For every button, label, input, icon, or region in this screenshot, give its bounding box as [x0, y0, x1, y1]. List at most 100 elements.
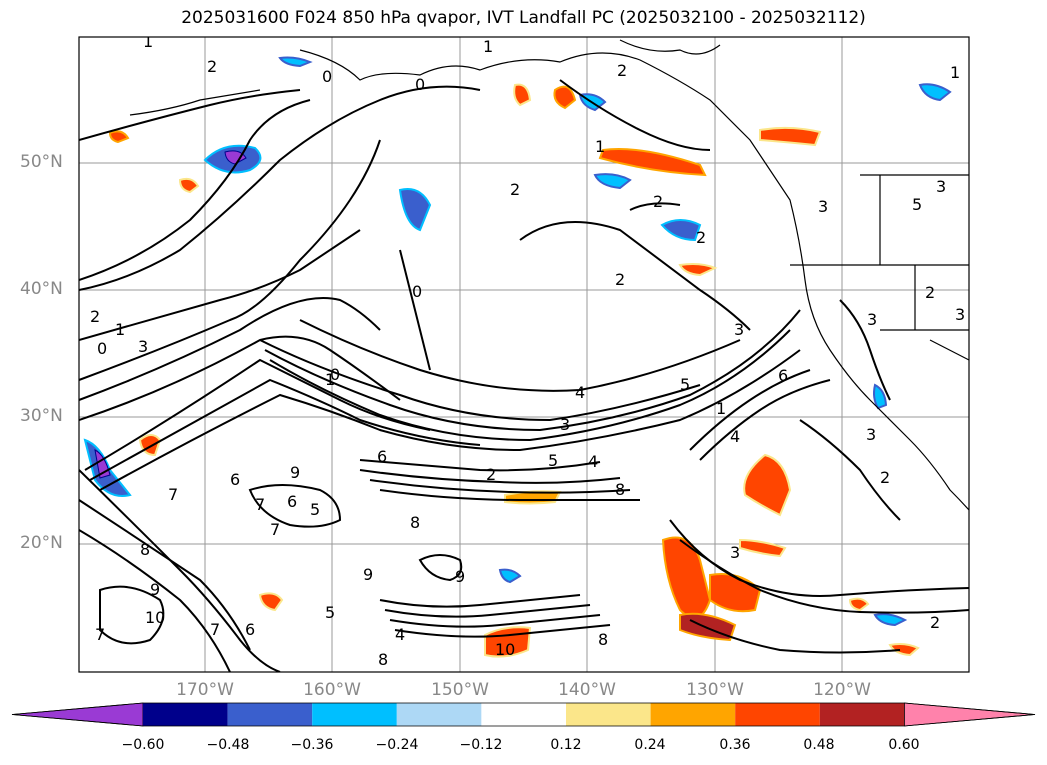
- contour-label: 7: [255, 495, 265, 514]
- contour-label: 2: [653, 192, 663, 211]
- contour-label: 8: [598, 630, 608, 649]
- contour-label: 5: [680, 375, 690, 394]
- colorbar-swatch: [396, 703, 482, 726]
- colorbar-swatch: [312, 703, 397, 726]
- colorbar-tick: 0.12: [550, 737, 582, 753]
- colorbar-swatch: [143, 703, 228, 726]
- contour-label: 7: [210, 620, 220, 639]
- lon-label: 170°W: [176, 680, 234, 700]
- colorbar-tick: −0.24: [375, 737, 419, 753]
- contour-label: 7: [270, 520, 280, 539]
- contour-label: 6: [245, 620, 255, 639]
- colorbar-tick: 0.24: [634, 737, 666, 753]
- contour-label: 8: [410, 513, 420, 532]
- contour-label: 8: [615, 480, 625, 499]
- contour-label: 3: [734, 320, 744, 339]
- contour-label: 4: [395, 625, 405, 644]
- contour-label: 3: [866, 425, 876, 444]
- lon-label: 120°W: [813, 680, 871, 700]
- colorbar-extend-low: [11, 702, 144, 727]
- contour-label: 6: [377, 447, 387, 466]
- contour-label: 4: [588, 452, 598, 471]
- contour-label: 1: [950, 63, 960, 82]
- contour-label-group: 1 2 0 1 0 2 2 1 0 2 1 2 3 5 3 3 0 1 2 3 …: [90, 32, 965, 669]
- contour-label: 9: [150, 580, 160, 599]
- contour-label: 7: [95, 625, 105, 644]
- contour-label: 7: [168, 485, 178, 504]
- lat-label: 20°N: [20, 533, 63, 553]
- contour-label: 0: [412, 282, 422, 301]
- contour-label: 0: [330, 365, 340, 384]
- lon-label: 160°W: [303, 680, 361, 700]
- contour-label: 3: [818, 197, 828, 216]
- contour-label: 3: [867, 310, 877, 329]
- colorbar-swatch: [735, 703, 820, 726]
- contour-label: 8: [140, 540, 150, 559]
- contour-label: 5: [548, 451, 558, 470]
- contour-label: 1: [716, 399, 726, 418]
- colorbar-tick: 0.48: [803, 737, 835, 753]
- map-title: 2025031600 F024 850 hPa qvapor, IVT Land…: [181, 8, 866, 28]
- contour-lines: [79, 79, 969, 672]
- contour-label: 0: [415, 75, 425, 94]
- colorbar-tick: −0.12: [459, 737, 503, 753]
- lat-label: 40°N: [20, 279, 63, 299]
- contour-label: 0: [322, 67, 332, 86]
- contour-label: 3: [560, 415, 570, 434]
- coastlines: [129, 39, 969, 511]
- contour-label: 2: [880, 468, 890, 487]
- colorbar-swatch: [819, 703, 905, 726]
- contour-label: 8: [378, 650, 388, 669]
- contour-label: 3: [138, 337, 148, 356]
- contour-label: 2: [90, 307, 100, 326]
- contour-label: 1: [325, 370, 335, 389]
- contour-label: 9: [455, 567, 465, 586]
- contour-label: 0: [97, 339, 107, 358]
- contour-label: 2: [617, 61, 627, 80]
- colorbar-swatch: [650, 703, 736, 726]
- contour-label: 10: [495, 640, 515, 659]
- colorbar-swatch: [566, 703, 651, 726]
- positive-patches: [108, 83, 920, 658]
- contour-label: 2: [930, 613, 940, 632]
- contour-label: 4: [730, 427, 740, 446]
- contour-label: 1: [115, 320, 125, 339]
- contour-label: 2: [510, 180, 520, 199]
- colorbar-tick: −0.60: [121, 737, 165, 753]
- contour-label: 5: [912, 195, 922, 214]
- contour-label: 5: [310, 500, 320, 519]
- colorbar-swatch: [227, 703, 313, 726]
- contour-label: 3: [730, 543, 740, 562]
- colorbar-swatch: [481, 703, 566, 726]
- colorbar-tick: −0.36: [290, 737, 334, 753]
- contour-label: 4: [575, 383, 585, 402]
- colorbar-tick: −0.48: [206, 737, 250, 753]
- colorbar: [11, 702, 1036, 727]
- contour-label: 10: [145, 608, 165, 627]
- colorbar-tick: 0.60: [888, 737, 920, 753]
- contour-label: 1: [595, 137, 605, 156]
- contour-label: 2: [486, 465, 496, 484]
- colorbar-outline: [11, 702, 1036, 727]
- lat-label: 30°N: [20, 406, 63, 426]
- lon-label: 140°W: [558, 680, 616, 700]
- contour-label: 9: [363, 565, 373, 584]
- colorbar-tick: 0.36: [719, 737, 751, 753]
- contour-label: 3: [955, 305, 965, 324]
- lat-label: 50°N: [20, 152, 63, 172]
- lon-label: 130°W: [686, 680, 744, 700]
- contour-label: 9: [290, 463, 300, 482]
- gridlines: [79, 37, 969, 672]
- contour-label: 3: [936, 177, 946, 196]
- contour-label: 6: [778, 366, 788, 385]
- contour-label: 2: [696, 228, 706, 247]
- lon-label: 150°W: [431, 680, 489, 700]
- contour-label: 6: [287, 492, 297, 511]
- contour-label: 6: [230, 470, 240, 489]
- contour-label: 1: [483, 37, 493, 56]
- contour-label: 1: [143, 32, 153, 51]
- contour-label: 2: [925, 283, 935, 302]
- contour-label: 2: [207, 57, 217, 76]
- contour-label: 5: [325, 603, 335, 622]
